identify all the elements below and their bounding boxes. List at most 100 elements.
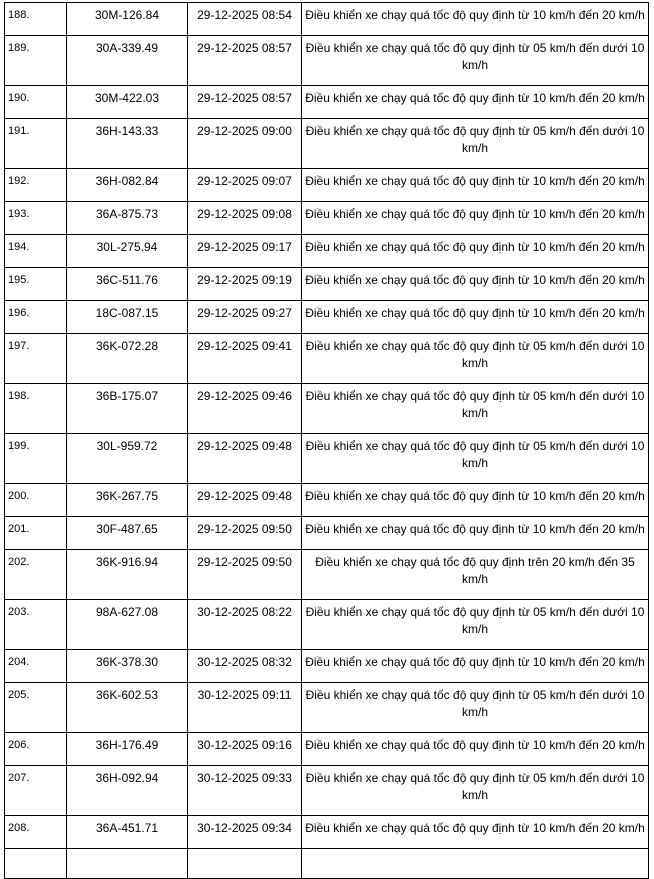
- violation-cell: Điều khiển xe chạy quá tốc độ quy định t…: [301, 682, 649, 733]
- timestamp-cell: 29-12-2025 09:46: [187, 383, 302, 434]
- violation-cell: Điều khiển xe chạy quá tốc độ quy định t…: [301, 168, 649, 202]
- timestamp-cell: 29-12-2025 09:00: [187, 118, 302, 169]
- violation-cell: Điều khiển xe chạy quá tốc độ quy định t…: [301, 85, 649, 119]
- row-number-cell: 201.: [4, 516, 67, 550]
- license-plate-cell: 36H-092.94: [66, 765, 188, 816]
- violation-cell: Điều khiển xe chạy quá tốc độ quy định t…: [301, 649, 649, 683]
- table-row: 192. 36H-082.84 29-12-2025 09:07 Điều khiển…: [4, 168, 649, 202]
- violation-cell: Điều khiển xe chạy quá tốc độ quy định t…: [301, 433, 649, 484]
- row-number-cell: 196.: [4, 300, 67, 334]
- table-row: 198. 36B-175.07 29-12-2025 09:46 Điều khiển…: [4, 383, 649, 434]
- empty-cell: [301, 848, 649, 879]
- table-row: 190. 30M-422.03 29-12-2025 08:57 Điều khiển…: [4, 85, 649, 119]
- license-plate-cell: 36H-143.33: [66, 118, 188, 169]
- violation-cell: Điều khiển xe chạy quá tốc độ quy định t…: [301, 483, 649, 517]
- table-row: 191. 36H-143.33 29-12-2025 09:00 Điều khiển…: [4, 118, 649, 169]
- table-row: 202. 36K-916.94 29-12-2025 09:50 Điều khiển…: [4, 549, 649, 600]
- violation-cell: Điều khiển xe chạy quá tốc độ quy định t…: [301, 300, 649, 334]
- timestamp-cell: 29-12-2025 09:27: [187, 300, 302, 334]
- timestamp-cell: 30-12-2025 09:33: [187, 765, 302, 816]
- row-number-cell: 208.: [4, 815, 67, 849]
- timestamp-cell: 29-12-2025 09:50: [187, 549, 302, 600]
- timestamp-cell: 29-12-2025 08:54: [187, 2, 302, 36]
- timestamp-cell: 29-12-2025 09:17: [187, 234, 302, 268]
- table-row: 204. 36K-378.30 30-12-2025 08:32 Điều khiển…: [4, 649, 649, 683]
- empty-cell: [4, 848, 67, 879]
- violation-cell: Điều khiển xe chạy quá tốc độ quy định t…: [301, 516, 649, 550]
- timestamp-cell: 29-12-2025 09:41: [187, 333, 302, 384]
- table-row: 189. 30A-339.49 29-12-2025 08:57 Điều khiển…: [4, 35, 649, 86]
- license-plate-cell: 30M-126.84: [66, 2, 188, 36]
- row-number-cell: 191.: [4, 118, 67, 169]
- timestamp-cell: 29-12-2025 09:08: [187, 201, 302, 235]
- row-number-cell: 189.: [4, 35, 67, 86]
- table-row: 207. 36H-092.94 30-12-2025 09:33 Điều khiển…: [4, 765, 649, 816]
- row-number-cell: 202.: [4, 549, 67, 600]
- violation-cell: Điều khiển xe chạy quá tốc độ quy định t…: [301, 118, 649, 169]
- row-number-cell: 190.: [4, 85, 67, 119]
- table-row: 208. 36A-451.71 30-12-2025 09:34 Điều khiển…: [4, 815, 649, 849]
- empty-cell: [187, 848, 302, 879]
- row-number-cell: 193.: [4, 201, 67, 235]
- table-row: 188. 30M-126.84 29-12-2025 08:54 Điều khiển…: [4, 2, 649, 36]
- timestamp-cell: 30-12-2025 09:16: [187, 732, 302, 766]
- license-plate-cell: 30F-487.65: [66, 516, 188, 550]
- table-row: 193. 36A-875.73 29-12-2025 09:08 Điều khiển…: [4, 201, 649, 235]
- row-number-cell: 195.: [4, 267, 67, 301]
- violation-cell: Điều khiển xe chạy quá tốc độ quy định t…: [301, 234, 649, 268]
- table-row: 197. 36K-072.28 29-12-2025 09:41 Điều khiển…: [4, 333, 649, 384]
- row-number-cell: 198.: [4, 383, 67, 434]
- row-number-cell: 200.: [4, 483, 67, 517]
- violation-cell: Điều khiển xe chạy quá tốc độ quy định t…: [301, 383, 649, 434]
- license-plate-cell: 36K-916.94: [66, 549, 188, 600]
- empty-cell: [66, 848, 188, 879]
- violation-cell: Điều khiển xe chạy quá tốc độ quy định t…: [301, 267, 649, 301]
- license-plate-cell: 36B-175.07: [66, 383, 188, 434]
- license-plate-cell: 30M-422.03: [66, 85, 188, 119]
- violation-cell: Điều khiển xe chạy quá tốc độ quy định t…: [301, 549, 649, 600]
- license-plate-cell: 36A-451.71: [66, 815, 188, 849]
- timestamp-cell: 30-12-2025 09:11: [187, 682, 302, 733]
- license-plate-cell: 36H-082.84: [66, 168, 188, 202]
- row-number-cell: 192.: [4, 168, 67, 202]
- row-number-cell: 205.: [4, 682, 67, 733]
- violation-cell: Điều khiển xe chạy quá tốc độ quy định t…: [301, 333, 649, 384]
- license-plate-cell: 36A-875.73: [66, 201, 188, 235]
- license-plate-cell: 30L-959.72: [66, 433, 188, 484]
- table-row: 196. 18C-087.15 29-12-2025 09:27 Điều khiển…: [4, 300, 649, 334]
- table-row: 201. 30F-487.65 29-12-2025 09:50 Điều khiển…: [4, 516, 649, 550]
- timestamp-cell: 29-12-2025 08:57: [187, 85, 302, 119]
- timestamp-cell: 29-12-2025 09:19: [187, 267, 302, 301]
- table-row: 200. 36K-267.75 29-12-2025 09:48 Điều khiển…: [4, 483, 649, 517]
- license-plate-cell: 98A-627.08: [66, 599, 188, 650]
- violations-table-body: 188. 30M-126.84 29-12-2025 08:54 Điều khiển…: [4, 2, 649, 879]
- row-number-cell: 203.: [4, 599, 67, 650]
- timestamp-cell: 29-12-2025 09:07: [187, 168, 302, 202]
- row-number-cell: 206.: [4, 732, 67, 766]
- violation-cell: Điều khiển xe chạy quá tốc độ quy định t…: [301, 599, 649, 650]
- table-row: 203. 98A-627.08 30-12-2025 08:22 Điều khiển…: [4, 599, 649, 650]
- timestamp-cell: 30-12-2025 09:34: [187, 815, 302, 849]
- timestamp-cell: 29-12-2025 09:48: [187, 483, 302, 517]
- row-number-cell: 207.: [4, 765, 67, 816]
- violation-cell: Điều khiển xe chạy quá tốc độ quy định t…: [301, 815, 649, 849]
- row-number-cell: 197.: [4, 333, 67, 384]
- violation-cell: Điều khiển xe chạy quá tốc độ quy định t…: [301, 201, 649, 235]
- license-plate-cell: 36K-602.53: [66, 682, 188, 733]
- table-row: 195. 36C-511.76 29-12-2025 09:19 Điều khiển…: [4, 267, 649, 301]
- license-plate-cell: 30L-275.94: [66, 234, 188, 268]
- license-plate-cell: 36C-511.76: [66, 267, 188, 301]
- row-number-cell: 204.: [4, 649, 67, 683]
- license-plate-cell: 36K-267.75: [66, 483, 188, 517]
- license-plate-cell: 18C-087.15: [66, 300, 188, 334]
- license-plate-cell: 36K-378.30: [66, 649, 188, 683]
- timestamp-cell: 29-12-2025 09:48: [187, 433, 302, 484]
- license-plate-cell: 36H-176.49: [66, 732, 188, 766]
- timestamp-cell: 29-12-2025 08:57: [187, 35, 302, 86]
- table-row: 206. 36H-176.49 30-12-2025 09:16 Điều khiển…: [4, 732, 649, 766]
- timestamp-cell: 29-12-2025 09:50: [187, 516, 302, 550]
- violation-cell: Điều khiển xe chạy quá tốc độ quy định t…: [301, 35, 649, 86]
- violation-cell: Điều khiển xe chạy quá tốc độ quy định t…: [301, 2, 649, 36]
- table-row-partial: [4, 848, 649, 879]
- violation-cell: Điều khiển xe chạy quá tốc độ quy định t…: [301, 732, 649, 766]
